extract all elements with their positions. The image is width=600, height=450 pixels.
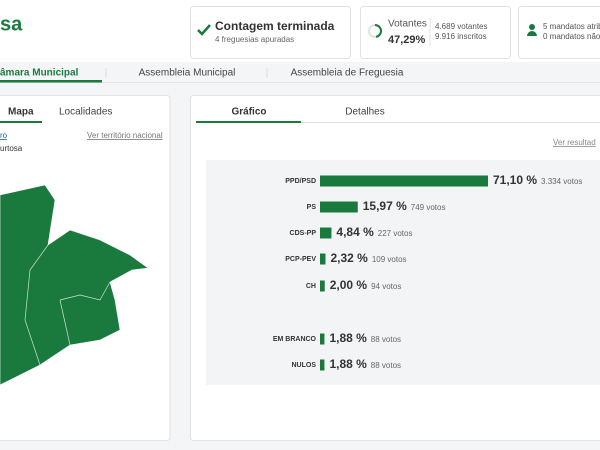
party-label: EM BRANCO [273, 336, 317, 343]
percent-label: 1,88 % [329, 331, 367, 345]
percent-label: 1,88 % [329, 357, 367, 371]
percent-label: 15,97 % [363, 199, 407, 213]
party-label: CDS-PP [290, 230, 317, 237]
mandates-card [518, 6, 600, 59]
votes-label: 3.334 votos [541, 177, 582, 186]
tab-underline [0, 80, 102, 83]
person-icon-body [527, 31, 537, 36]
mandates-unassigned: 0 mandatos não a [543, 32, 600, 41]
party-label: PCP-PEV [285, 256, 316, 263]
bar [320, 359, 325, 371]
percent-label: 71,10 % [493, 173, 537, 187]
votes-label: 88 votos [371, 335, 401, 344]
registered-count: 9.916 inscritos [435, 32, 487, 41]
voters-title: Votantes [388, 19, 427, 30]
voters-card [360, 6, 511, 59]
panel-tab[interactable]: Mapa [8, 107, 34, 118]
bar [320, 175, 488, 187]
bar [320, 253, 326, 265]
tab[interactable]: âmara Municipal [0, 68, 79, 79]
party-label: PPD/PSD [285, 178, 316, 185]
map-borders [24, 244, 111, 366]
panel-tab[interactable]: Localidades [59, 107, 112, 118]
votes-label: 749 votos [411, 203, 446, 212]
bar [320, 201, 358, 213]
tab-underline [196, 121, 301, 123]
tab[interactable]: Assembleia Municipal [139, 68, 236, 79]
votes-label: 227 votos [378, 229, 413, 238]
results-link[interactable]: Ver resultad [553, 138, 596, 147]
panel-tab[interactable]: Gráfico [231, 107, 266, 118]
percent-label: 4,84 % [336, 225, 374, 239]
count-title: Contagem terminada [215, 19, 335, 33]
bar [320, 333, 325, 345]
voters-ring [374, 24, 382, 38]
bar [320, 280, 325, 292]
bar [320, 227, 332, 239]
votes-label: 88 votos [371, 361, 401, 370]
party-label: NULOS [292, 362, 317, 369]
votes-label: 109 votos [372, 255, 407, 264]
party-label: CH [306, 283, 316, 290]
map-region[interactable] [0, 184, 149, 386]
check-icon [197, 24, 211, 36]
tab[interactable]: Assembleia de Freguesia [291, 68, 404, 79]
breadcrumb-link[interactable]: ro [0, 131, 8, 140]
percent-label: 2,32 % [330, 251, 368, 265]
chart-area [206, 160, 600, 385]
party-label: PS [307, 204, 317, 211]
voters-percent: 47,29% [388, 34, 426, 46]
votes-label: 94 votos [371, 282, 401, 291]
location-name: urtosa [0, 144, 23, 153]
page-title: sa [0, 13, 23, 35]
percent-label: 2,00 % [330, 278, 368, 292]
count-card [190, 6, 351, 59]
count-subtitle: 4 freguesias apuradas [215, 35, 294, 44]
mandates-assigned: 5 mandatos atribu [543, 22, 600, 31]
voters-count: 4.689 votantes [435, 22, 487, 31]
national-link[interactable]: Ver território nacional [87, 131, 163, 140]
tab-underline [0, 121, 42, 123]
panel-tab[interactable]: Detalhes [345, 107, 384, 118]
person-icon-head [529, 24, 535, 30]
